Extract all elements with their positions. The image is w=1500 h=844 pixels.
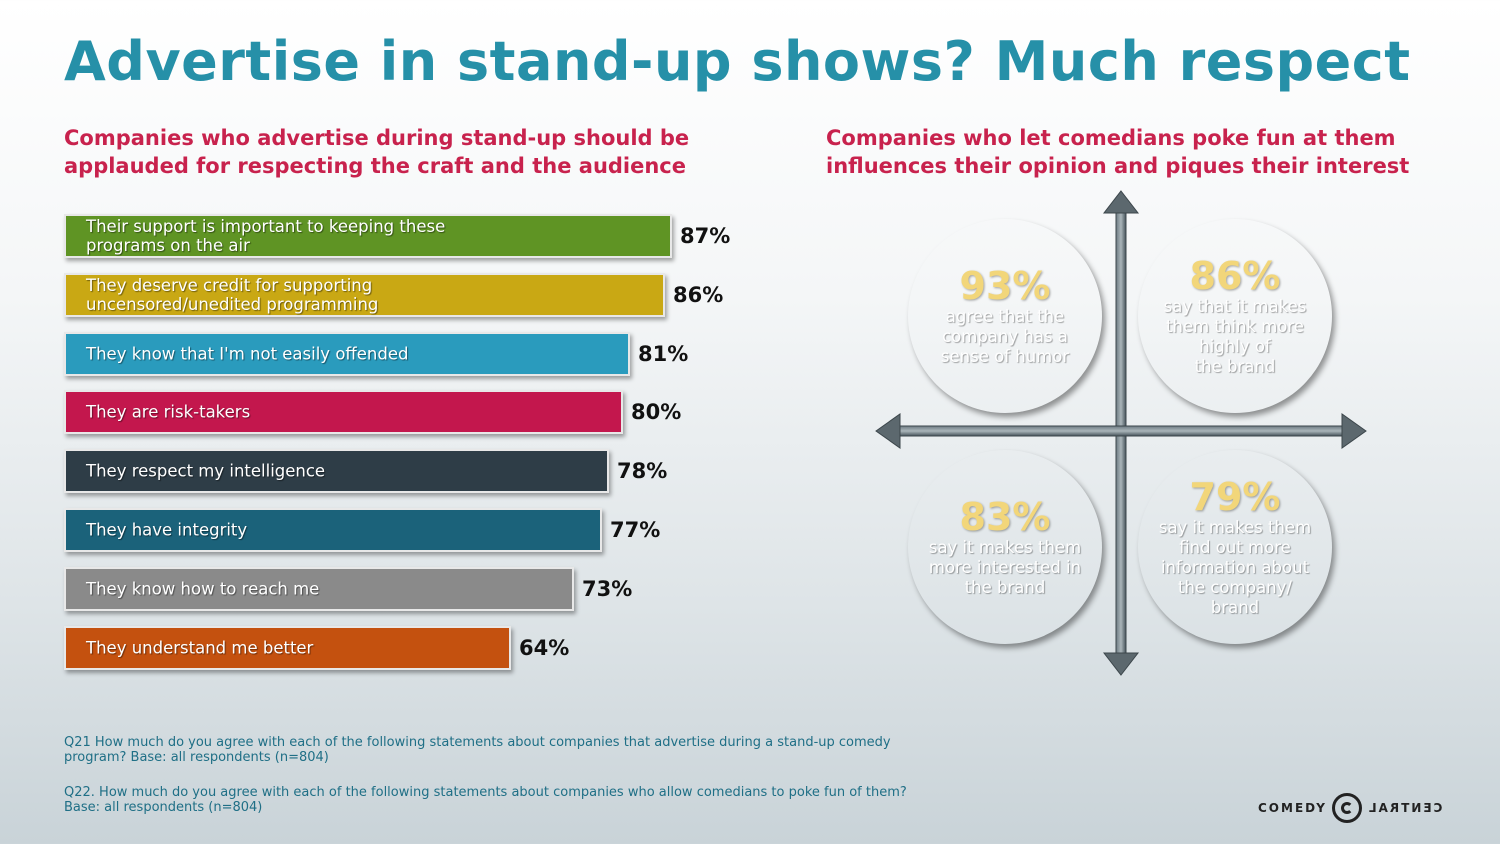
bar: They understand me better bbox=[64, 626, 511, 670]
bubble-bottom-right: 79% say it makes them find out more info… bbox=[1138, 450, 1332, 644]
bar-label: They understand me better bbox=[86, 638, 314, 658]
bubble-top-right: 86% say that it makes them think more hi… bbox=[1138, 219, 1332, 413]
bubble-text: say it makes them more interested in the… bbox=[928, 538, 1082, 597]
bar-value-label: 64% bbox=[519, 636, 570, 660]
left-subtitle: Companies who advertise during stand-up … bbox=[64, 126, 690, 178]
bar-label: They are risk-takers bbox=[86, 402, 251, 422]
bar: They respect my intelligence bbox=[64, 449, 609, 493]
bar-label: They know that I'm not easily offended bbox=[86, 344, 409, 364]
bar-label: They respect my intelligence bbox=[86, 461, 326, 481]
bar-value-label: 87% bbox=[680, 224, 731, 248]
bubble-value: 83% bbox=[959, 495, 1051, 539]
bubble-text: say that it makes them think more highly… bbox=[1163, 297, 1307, 376]
footnote-q21: Q21 How much do you agree with each of t… bbox=[64, 735, 891, 765]
bar-value-label: 80% bbox=[631, 400, 682, 424]
quadrant-chart: 93% agree that the company has a sense o… bbox=[870, 185, 1380, 685]
bar-value-label: 73% bbox=[582, 577, 633, 601]
comedy-central-logo: COMEDY CENTRAL bbox=[1258, 791, 1442, 825]
bar-value-label: 86% bbox=[673, 283, 724, 307]
bubble-text: agree that the company has a sense of hu… bbox=[940, 307, 1070, 366]
bar: They know that I'm not easily offended bbox=[64, 332, 630, 376]
bar: They know how to reach me bbox=[64, 567, 574, 611]
bar-label: They know how to reach me bbox=[86, 579, 320, 599]
bubble-value: 79% bbox=[1189, 475, 1281, 519]
logo-left-word: COMEDY bbox=[1258, 801, 1327, 815]
bar-label: They deserve credit for supporting uncen… bbox=[86, 276, 379, 314]
bar: They have integrity bbox=[64, 508, 602, 552]
bar-chart: Their support is important to keeping th… bbox=[0, 0, 760, 700]
bubble-bottom-left: 83% say it makes them more interested in… bbox=[908, 450, 1102, 644]
bubble-value: 93% bbox=[959, 264, 1051, 308]
logo-c-icon bbox=[1331, 793, 1362, 823]
bubble-value: 86% bbox=[1189, 254, 1281, 298]
quadrant-axes bbox=[875, 190, 1367, 676]
bar: They deserve credit for supporting uncen… bbox=[64, 273, 665, 317]
bar: They are risk-takers bbox=[64, 390, 623, 434]
bar-label: Their support is important to keeping th… bbox=[86, 217, 446, 255]
bar-value-label: 81% bbox=[638, 342, 689, 366]
page-title: Advertise in stand-up shows? Much respec… bbox=[64, 30, 1411, 93]
bar-value-label: 78% bbox=[617, 459, 668, 483]
bubble-top-left: 93% agree that the company has a sense o… bbox=[908, 219, 1102, 413]
bar-value-label: 77% bbox=[610, 518, 661, 542]
bubble-text: say it makes them find out more informat… bbox=[1158, 518, 1312, 617]
logo-right-word: CENTRAL bbox=[1366, 801, 1443, 815]
bar-label: They have integrity bbox=[86, 520, 248, 540]
bar: Their support is important to keeping th… bbox=[64, 214, 672, 258]
footnote-q22: Q22. How much do you agree with each of … bbox=[64, 785, 907, 815]
right-subtitle: Companies who let comedians poke fun at … bbox=[826, 126, 1410, 178]
horizontal-axis-arrow bbox=[875, 413, 1367, 449]
